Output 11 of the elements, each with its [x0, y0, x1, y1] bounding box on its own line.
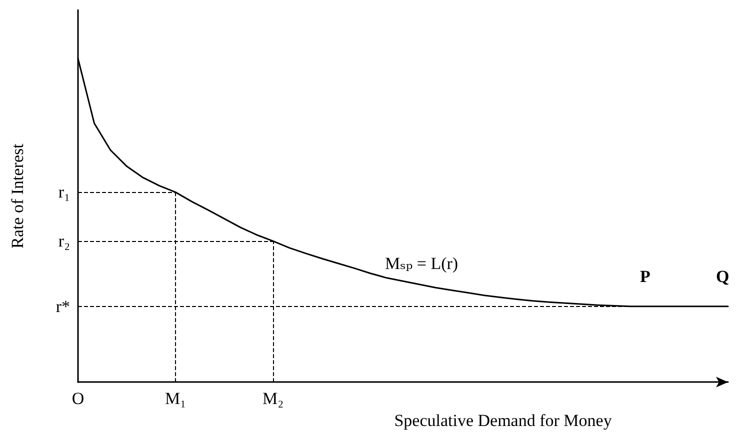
annotation: Mₛₚ = L(r): [385, 254, 458, 273]
annotation: Q: [716, 267, 730, 286]
x-tick-label: M₁: [164, 389, 186, 408]
x-tick-label: O: [72, 389, 84, 408]
y-axis-title: Rate of Interest: [8, 143, 27, 248]
ref-line-label: r₁: [58, 182, 70, 202]
ref-line-label: r*: [56, 296, 70, 316]
ref-line-label: r₂: [58, 232, 70, 251]
x-tick-label: M₂: [262, 389, 284, 408]
annotation: P: [640, 267, 650, 286]
x-axis-title: Speculative Demand for Money: [394, 411, 612, 430]
